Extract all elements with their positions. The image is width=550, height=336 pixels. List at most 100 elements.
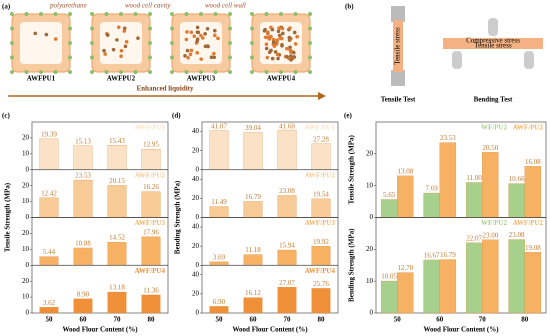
bar: [465, 182, 483, 218]
bar: [277, 195, 297, 218]
y-tick-label: 40: [192, 127, 200, 135]
particle: [196, 30, 201, 35]
value-label: 5.65: [383, 191, 396, 199]
y-tick-label: 20: [192, 290, 200, 298]
value-label: 11.18: [245, 246, 261, 254]
arrow-label: Enhanced liquidity: [137, 85, 194, 93]
polymer-dot: [90, 12, 94, 16]
value-label: 11.00: [466, 174, 482, 182]
polymer-dot: [199, 12, 203, 16]
bar: [397, 272, 414, 314]
value-label: 13.08: [397, 167, 413, 175]
bar: [243, 132, 263, 170]
support: [452, 51, 462, 69]
particle: [122, 29, 127, 33]
stress-label: Tensile stress: [394, 27, 402, 65]
stress-label: Tensile stress: [474, 42, 512, 50]
particle: [212, 28, 217, 33]
polymer-dot: [184, 70, 189, 74]
y-axis-label: Tensile Strength (MPa): [348, 134, 356, 204]
polymer-dot: [90, 55, 94, 60]
value-label: 23.08: [509, 231, 525, 239]
legend-label: AWF/PU4: [305, 267, 336, 275]
particle: [183, 53, 187, 58]
plot-frame: [375, 217, 547, 314]
cell-cavity: [20, 22, 62, 64]
arrow-head: [318, 92, 326, 100]
value-label: 12.42: [41, 189, 57, 197]
value-label: 19.08: [525, 244, 541, 252]
y-tick-label: 0: [26, 309, 30, 317]
bar: [397, 175, 414, 218]
panel-a: (a) polyurethane wood cell cavity wood c…: [2, 2, 326, 100]
particle: [285, 46, 289, 51]
specimen: [393, 20, 403, 72]
value-label: 23.00: [482, 231, 498, 239]
sample-label: AWFPU4: [267, 75, 296, 83]
particle: [289, 58, 293, 62]
bar: [141, 236, 161, 266]
chart: (e) 50 60 70 80 Wood Flour Content (%) Tensile…: [344, 112, 547, 334]
legend-label: WF/PU2: [481, 124, 508, 132]
bar: [39, 256, 59, 266]
bar: [508, 239, 525, 314]
polymer-dot: [68, 41, 72, 45]
callout: wood cell cavity: [125, 2, 171, 10]
x-axis-label: Wood Flour Content (%): [232, 326, 308, 334]
particle: [123, 44, 128, 49]
polymer-dot: [228, 70, 232, 74]
particle: [124, 40, 129, 44]
particle: [44, 32, 49, 37]
particle: [273, 50, 278, 54]
value-label: 11.49: [211, 198, 227, 206]
y-tick-label: 40: [192, 175, 200, 183]
polymer-dot: [148, 41, 152, 45]
y-tick-label: 20: [192, 194, 200, 202]
bar: [107, 241, 127, 266]
legend-label: AWF/PU2: [513, 219, 544, 227]
polymer-dot: [133, 12, 138, 16]
legend-label: AWF/PU4: [135, 267, 166, 275]
polymer-dot: [308, 26, 312, 31]
particle: [33, 31, 38, 36]
x-tick-label: 70: [479, 316, 487, 324]
value-label: 27.28: [313, 135, 329, 143]
particle: [212, 51, 216, 56]
chart: (d) Bending Strength (MPa) 50 60 70 80 Wood Fl…: [172, 112, 339, 334]
sample-label: AWFPU1: [27, 75, 56, 83]
bar: [380, 280, 398, 314]
particle: [289, 50, 293, 54]
polymer-dot: [90, 26, 94, 31]
x-tick-label: 60: [250, 316, 258, 324]
bar: [482, 152, 499, 218]
particle: [265, 55, 270, 60]
panel-label: (b): [345, 3, 354, 11]
particle: [264, 42, 269, 47]
y-tick-label: 20: [22, 277, 30, 285]
legend-label: AWF/PU2: [135, 171, 166, 179]
bar: [311, 288, 331, 314]
polymer-dot: [228, 55, 232, 60]
polymer-dot: [104, 70, 109, 74]
polymer-dot: [24, 70, 29, 74]
polymer-dot: [148, 70, 152, 74]
polymer-dot: [228, 41, 232, 45]
value-label: 6.90: [213, 298, 226, 306]
value-label: 11.36: [143, 287, 159, 295]
bar: [439, 259, 457, 314]
particle: [195, 37, 200, 42]
grip: [391, 6, 405, 22]
y-tick-label: 20: [192, 146, 200, 154]
value-label: 15.43: [109, 137, 125, 145]
bar: [73, 179, 93, 218]
particle: [136, 36, 140, 40]
particle: [102, 48, 106, 53]
y-tick-label: 20: [366, 149, 374, 157]
particle: [53, 37, 58, 41]
particle: [205, 26, 210, 31]
particle: [293, 42, 298, 46]
polymer-dot: [10, 70, 14, 74]
value-label: 27.07: [279, 279, 295, 287]
x-tick-label: 50: [46, 316, 54, 324]
x-tick-label: 80: [521, 316, 529, 324]
